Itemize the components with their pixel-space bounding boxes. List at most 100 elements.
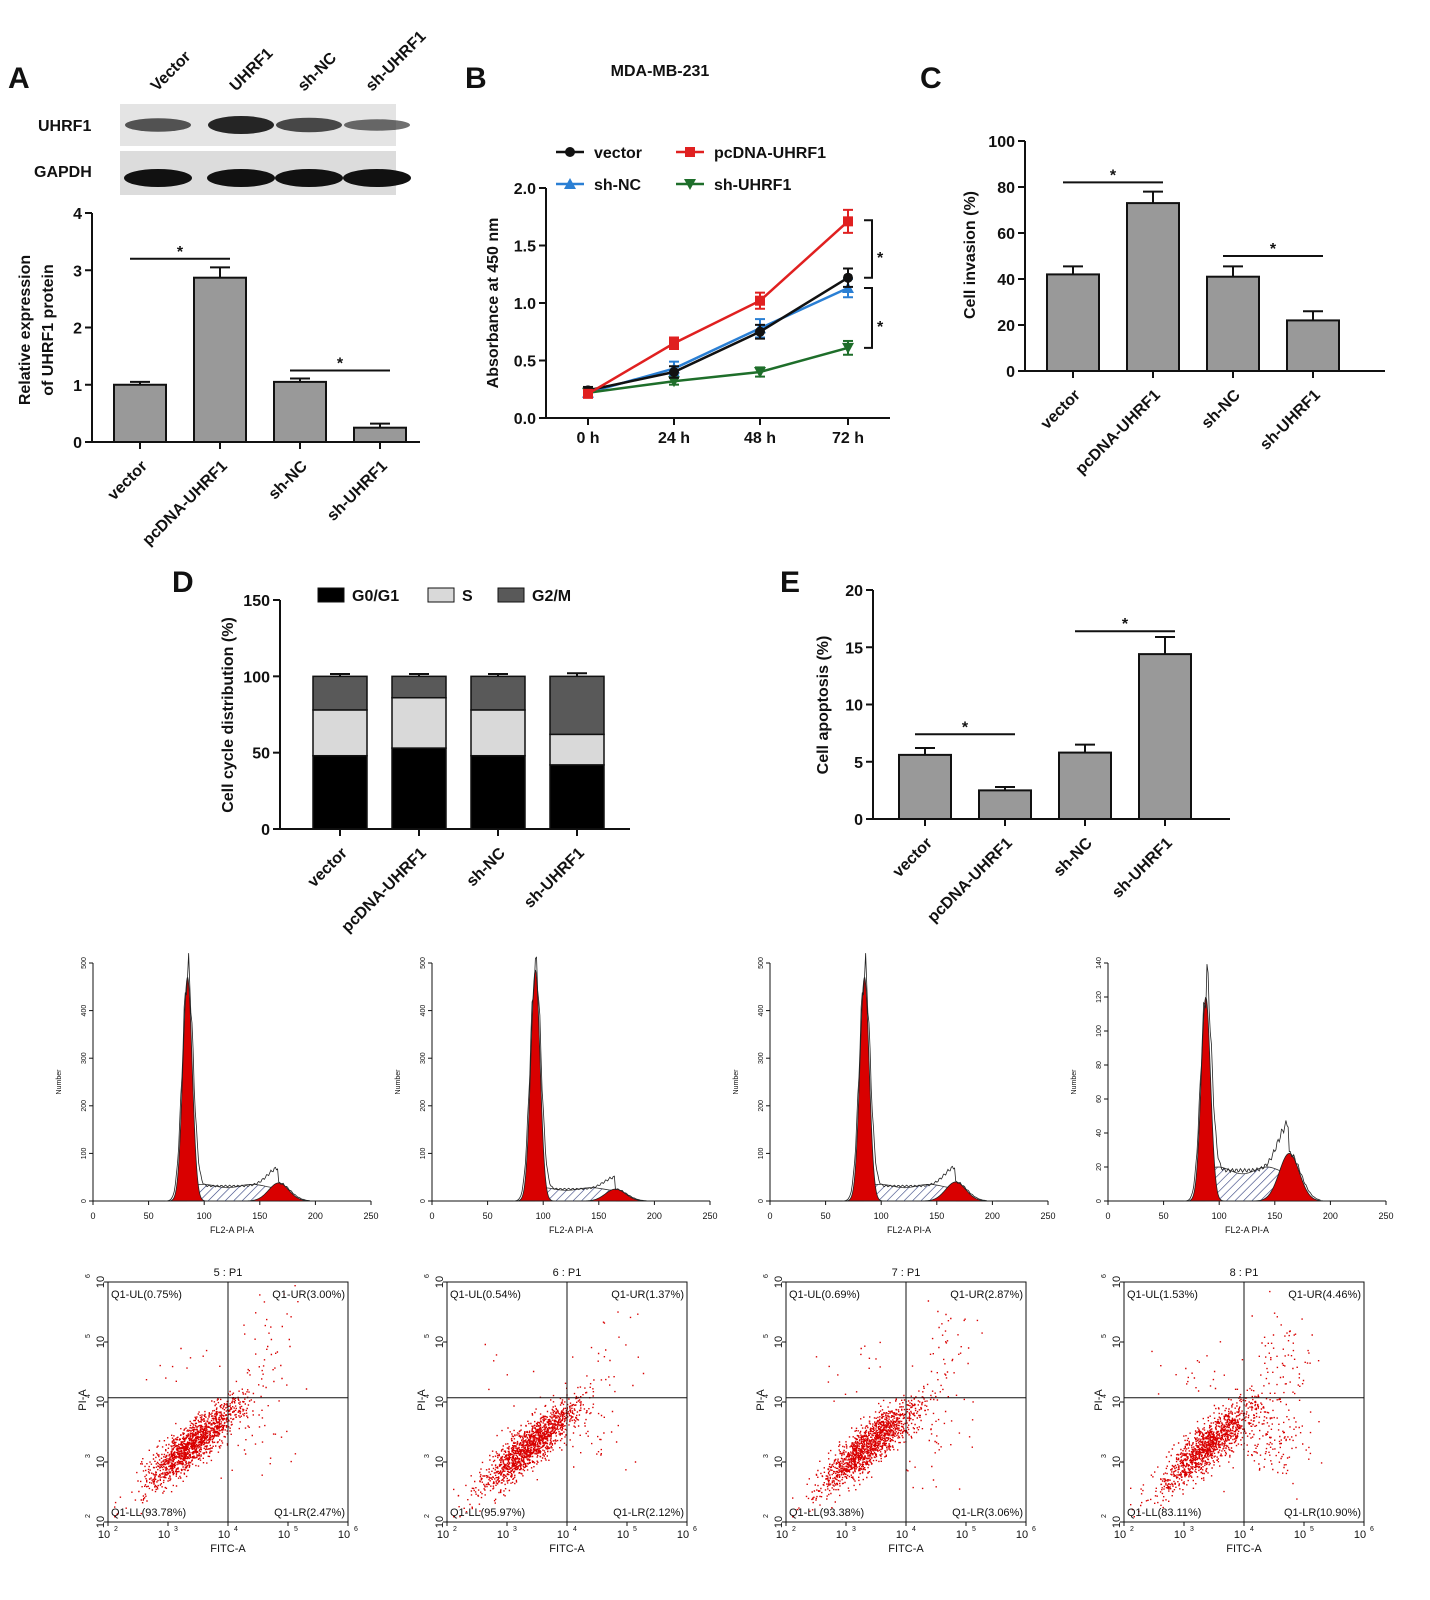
- x-tick-label: 10: [776, 1529, 788, 1541]
- legend-label: pcDNA-UHRF1: [714, 145, 826, 162]
- legend-label: G0/G1: [352, 588, 399, 605]
- data-point: [755, 295, 765, 306]
- x-tick-label: sh-UHRF1: [1257, 387, 1324, 454]
- plot-title: 5 : P1: [214, 1267, 243, 1279]
- x-tick-exponent: 5: [1310, 1526, 1314, 1533]
- y-tick-label: 10: [1111, 1396, 1123, 1408]
- x-tick-label: 10: [278, 1529, 290, 1541]
- event-dots: [114, 1285, 308, 1518]
- x-tick-label: 10: [836, 1529, 848, 1541]
- y-tick-label: 200: [81, 1100, 88, 1112]
- plot-title: 6 : P1: [553, 1267, 582, 1279]
- blot-lane-label: sh-NC: [295, 49, 341, 95]
- blot-band: [124, 169, 192, 187]
- x-tick-exponent: 6: [1032, 1526, 1036, 1533]
- x-tick-label: 0: [429, 1211, 434, 1221]
- panel-label-c: C: [920, 62, 942, 95]
- y-tick-label: 10: [434, 1396, 446, 1408]
- quadrant-ur-label: Q1-UR(2.87%): [950, 1289, 1023, 1301]
- series-line: [587, 346, 849, 394]
- blot-lane-label: Vector: [148, 48, 195, 95]
- quadrant-ll-label: Q1-LL(83.11%): [1127, 1507, 1201, 1519]
- legend-label: sh-NC: [594, 177, 642, 194]
- x-tick-label: 10: [956, 1529, 968, 1541]
- x-tick-label: sh-UHRF1: [324, 458, 391, 525]
- bar: [1046, 273, 1100, 372]
- y-tick-label: 500: [420, 957, 427, 969]
- y-tick-label: 2.0: [514, 181, 536, 198]
- y-tick-label: 0: [73, 435, 82, 452]
- x-tick-label: 50: [144, 1211, 154, 1221]
- x-tick-label: sh-NC: [1050, 834, 1096, 880]
- x-tick-label: 150: [1267, 1211, 1282, 1221]
- blot-row-label: GAPDH: [34, 164, 92, 181]
- s-phase-area: [535, 1187, 616, 1202]
- plot-title: 7 : P1: [892, 1267, 921, 1279]
- y-axis-label: Cell cycle distribution (%): [220, 617, 237, 813]
- g1-peak: [168, 976, 207, 1202]
- data-point: [565, 147, 575, 157]
- y-tick-exponent: 3: [424, 1454, 431, 1458]
- x-tick-label: 100: [536, 1211, 551, 1221]
- quadrant-ur-label: Q1-UR(1.37%): [611, 1289, 684, 1301]
- quadrant-ll-label: Q1-LL(95.97%): [450, 1507, 525, 1519]
- quadrant-ul-label: Q1-UL(1.53%): [1127, 1289, 1198, 1301]
- x-tick-label: 48 h: [744, 430, 776, 447]
- stacked-bar-segment: [312, 675, 368, 711]
- y-axis-label: Cell apoptosis (%): [815, 636, 832, 775]
- y-tick-exponent: 2: [763, 1514, 770, 1518]
- y-tick-label: 10: [773, 1456, 785, 1468]
- y-tick-label: 80: [1096, 1061, 1103, 1069]
- cell-cycle-histogram: 0 100 200 300 400 500 0 50 100 150 200 250 FL2-A PI-…: [395, 956, 718, 1235]
- x-tick-exponent: 2: [1130, 1526, 1134, 1533]
- legend-swatch: [497, 587, 525, 603]
- x-tick-exponent: 4: [573, 1526, 577, 1533]
- significance-star: *: [337, 355, 344, 372]
- y-tick-label: 10: [1111, 1336, 1123, 1348]
- raw-histogram-line: [165, 953, 310, 1202]
- x-tick-exponent: 3: [852, 1526, 856, 1533]
- x-tick-label: 200: [1323, 1211, 1338, 1221]
- y-tick-label: 10: [95, 1276, 107, 1288]
- stacked-bar-segment: [312, 709, 368, 757]
- g2-peak: [1249, 1152, 1330, 1202]
- western-blot: Vector UHRF1 sh-NC sh-UHRF1 UHRF1 GAPDH: [34, 28, 430, 195]
- line-chart-b: MDA-MB-231 0.0 0.5 1.0 1.5 2.0 0 h 24 h 48 h 72 h…: [485, 63, 890, 447]
- y-tick-exponent: 5: [1101, 1334, 1108, 1338]
- y-tick-label: 10: [95, 1396, 107, 1408]
- y-tick-label: 0: [1096, 1199, 1103, 1203]
- bar: [1286, 319, 1340, 372]
- cell-cycle-histogram: 0 100 200 300 400 500 0 50 100 150 200 250 FL2-A PI-…: [56, 953, 379, 1235]
- x-tick-label: 10: [1174, 1529, 1186, 1541]
- y-tick-label: 10: [95, 1336, 107, 1348]
- y-axis-label: of UHRF1 protein: [40, 264, 57, 396]
- y-tick-label: 20: [845, 583, 863, 600]
- data-point: [685, 147, 695, 157]
- y-tick-exponent: 5: [763, 1334, 770, 1338]
- y-tick-label: 2: [73, 321, 82, 338]
- y-tick-label: 10: [1111, 1516, 1123, 1528]
- blot-band: [207, 169, 275, 187]
- legend-label: sh-UHRF1: [714, 177, 791, 194]
- y-tick-exponent: 6: [424, 1274, 431, 1278]
- x-axis-label: FITC-A: [210, 1543, 246, 1555]
- y-tick-label: 10: [773, 1396, 785, 1408]
- cell-cycle-histogram: 0 20 40 60 80 100 120 140 0 50 100 150 200 250 FL2-A P…: [1071, 957, 1394, 1235]
- y-axis-label: PI-A: [77, 1389, 89, 1411]
- data-point: [669, 367, 679, 377]
- y-tick-label: 10: [1111, 1456, 1123, 1468]
- x-tick-exponent: 5: [294, 1526, 298, 1533]
- y-tick-label: 0: [1006, 364, 1015, 381]
- y-tick-label: 10: [773, 1276, 785, 1288]
- x-tick-label: 72 h: [832, 430, 864, 447]
- data-point: [583, 388, 593, 399]
- y-tick-label: 0.0: [514, 411, 536, 428]
- x-tick-label: vector: [305, 845, 351, 891]
- y-tick-label: 1.0: [514, 296, 536, 313]
- y-tick-label: 1.5: [514, 239, 536, 256]
- y-tick-exponent: 6: [763, 1274, 770, 1278]
- stacked-bar-chart-d: 0 50 100 150 Cell cycle distribution (%) vect…: [220, 587, 630, 936]
